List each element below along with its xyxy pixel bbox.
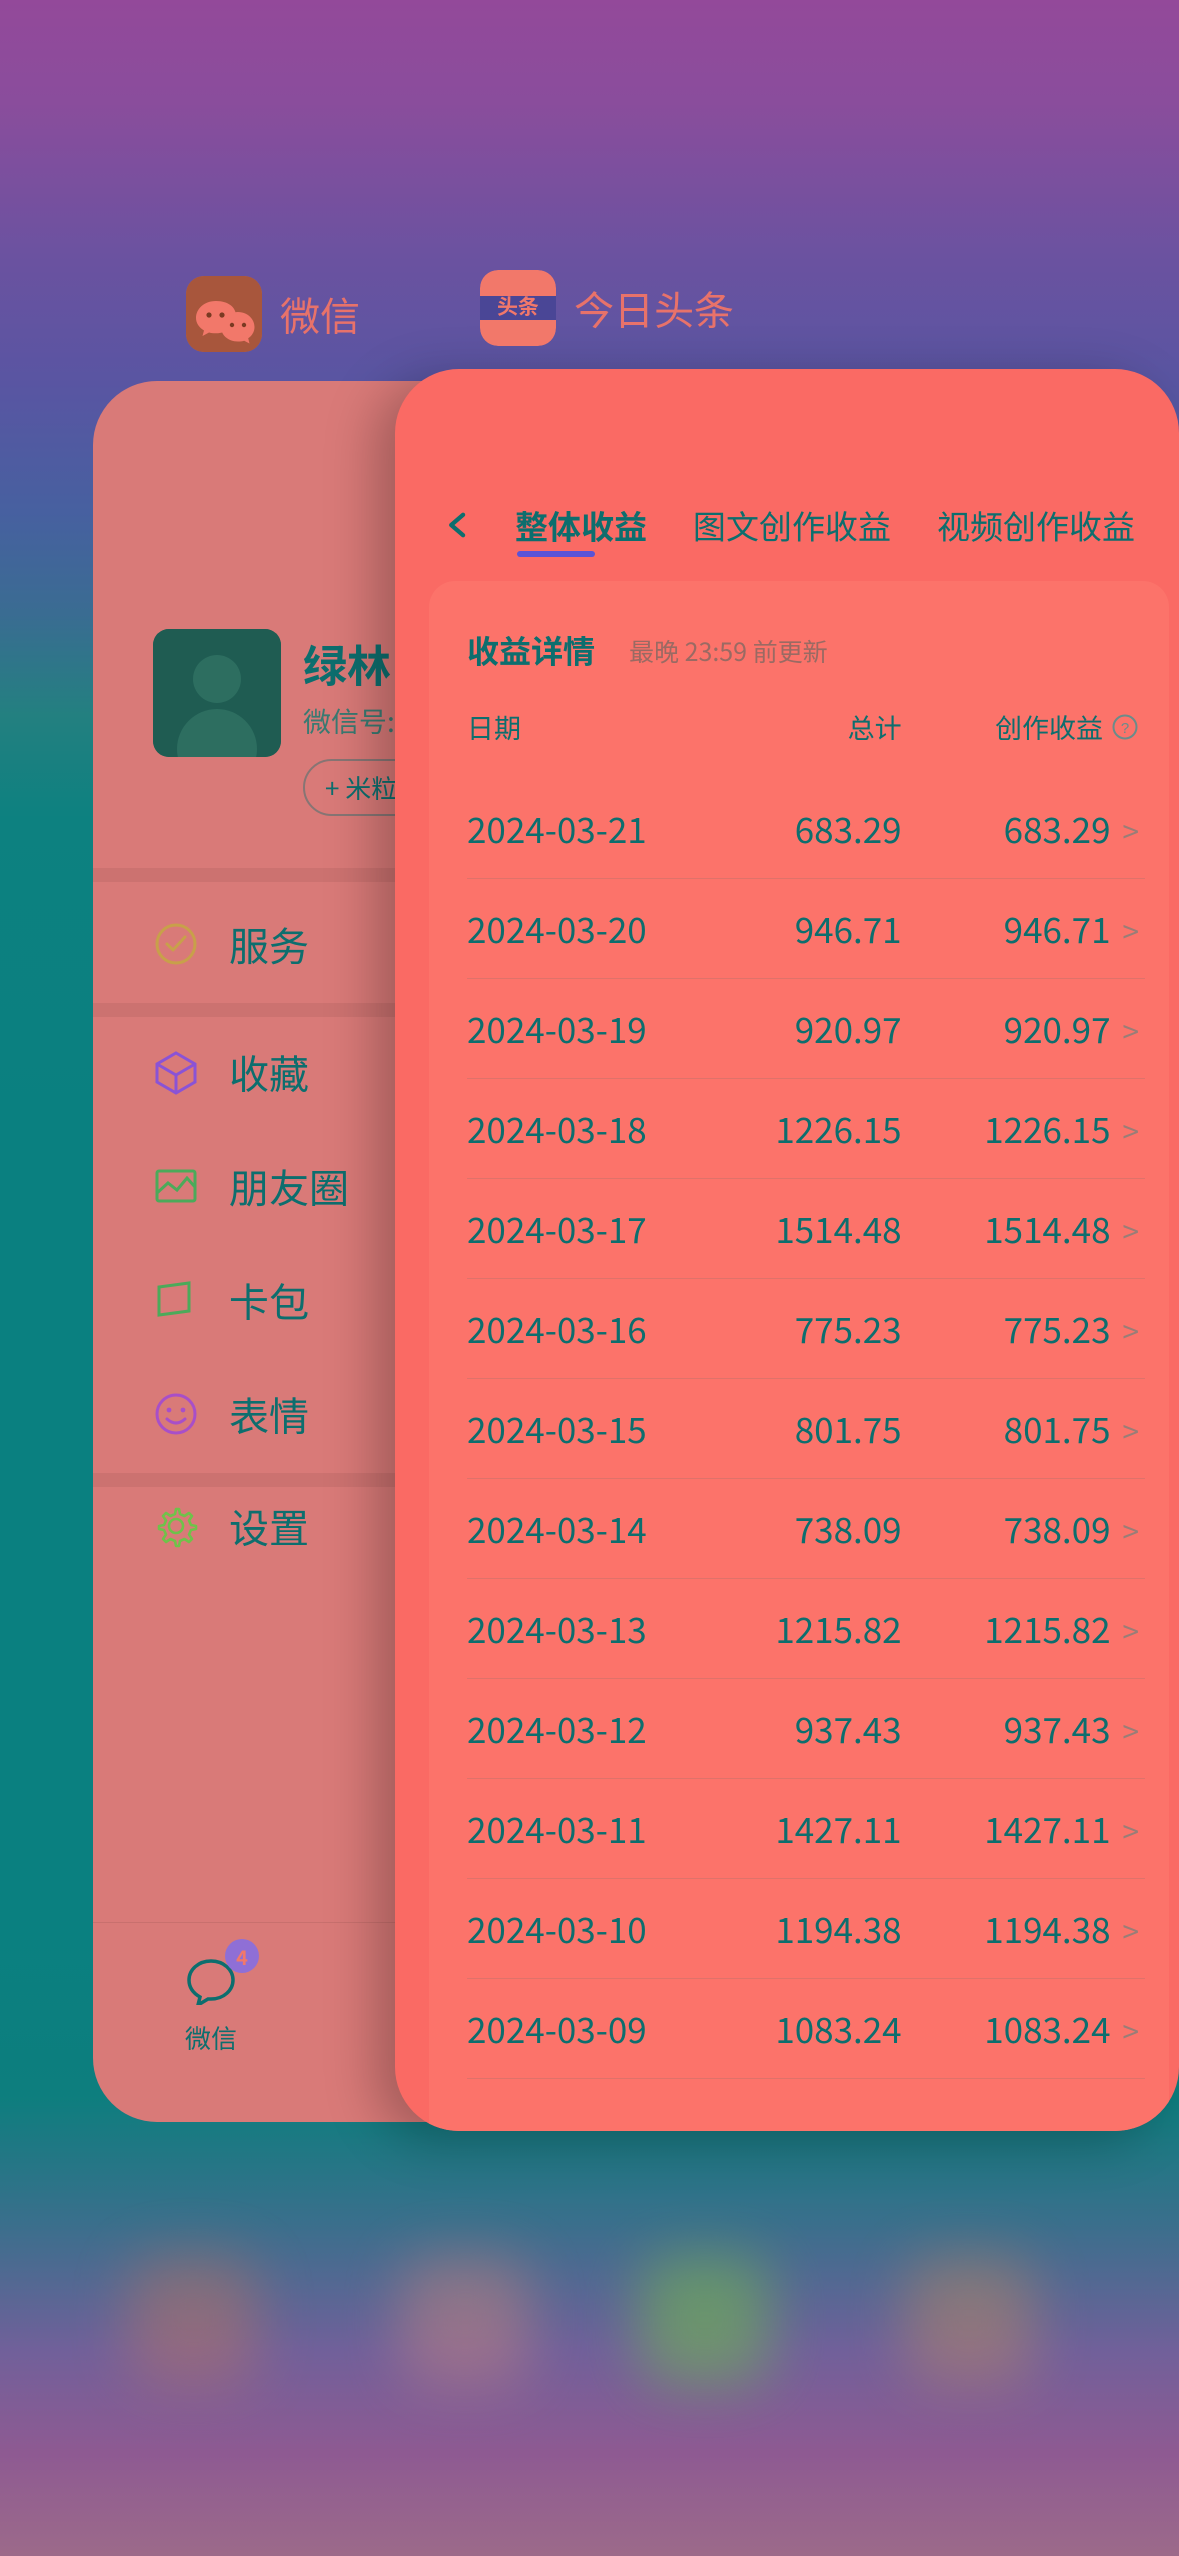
svg-text:头条: 头条 <box>497 291 539 321</box>
svg-text:?: ? <box>1121 720 1129 737</box>
